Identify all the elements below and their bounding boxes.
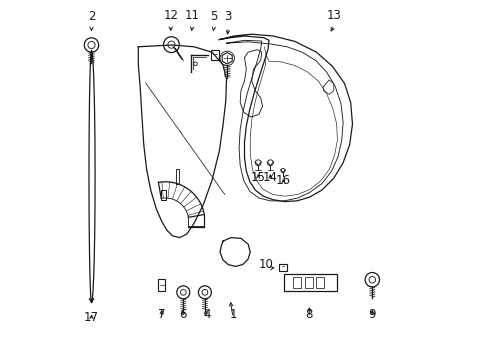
Text: 2: 2 xyxy=(87,10,95,23)
Text: 1: 1 xyxy=(229,308,236,321)
Text: 7: 7 xyxy=(158,308,165,321)
Text: 3: 3 xyxy=(224,10,231,23)
Text: 15: 15 xyxy=(250,171,265,184)
Text: 8: 8 xyxy=(305,308,312,321)
Text: 13: 13 xyxy=(326,9,341,22)
Text: 17: 17 xyxy=(84,311,99,324)
Text: 16: 16 xyxy=(275,174,290,187)
Text: 6: 6 xyxy=(179,308,187,321)
Text: 9: 9 xyxy=(368,308,375,321)
Text: 11: 11 xyxy=(184,9,200,22)
Text: 4: 4 xyxy=(203,308,210,321)
Text: 5: 5 xyxy=(210,10,217,23)
Text: 14: 14 xyxy=(262,171,277,184)
Text: 10: 10 xyxy=(258,258,273,271)
Text: 12: 12 xyxy=(163,9,178,22)
